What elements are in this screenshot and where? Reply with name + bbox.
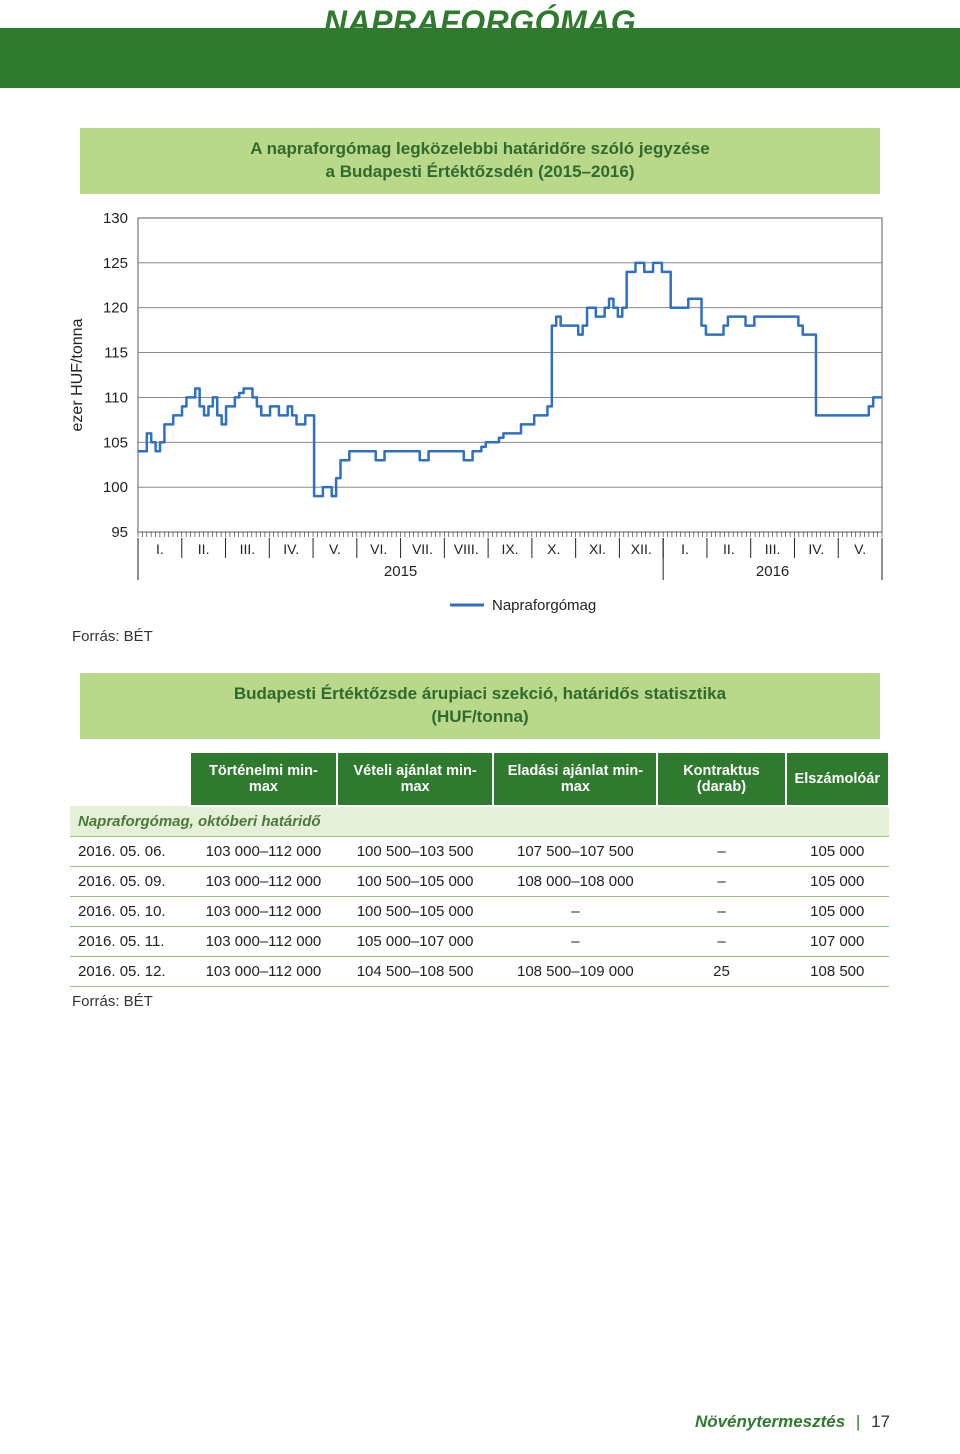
cell-hist: 103 000–112 000 [190, 956, 337, 986]
stats-col-settle: Elszámolóár [786, 752, 889, 806]
stats-col-ask: Eladási ajánlat min-max [493, 752, 657, 806]
cell-settle: 107 000 [786, 926, 889, 956]
stats-subheader-row: Napraforgómag, októberi határidő [70, 806, 889, 837]
stats-source: Forrás: BÉT [72, 993, 960, 1010]
page-title: NAPRAFORGÓMAG [0, 4, 960, 41]
cell-settle: 105 000 [786, 866, 889, 896]
svg-text:XI.: XI. [589, 541, 606, 557]
page: NAPRAFORGÓMAG A napraforgómag legközeleb… [0, 28, 960, 1454]
svg-text:VIII.: VIII. [454, 541, 479, 557]
svg-text:110: 110 [104, 389, 128, 406]
svg-text:Napraforgómag: Napraforgómag [492, 597, 596, 614]
cell-contracts: – [657, 896, 785, 926]
svg-text:VII.: VII. [412, 541, 433, 557]
cell-hist: 103 000–112 000 [190, 896, 337, 926]
svg-text:2015: 2015 [384, 563, 417, 580]
stats-header-blank [70, 752, 190, 806]
chart-source: Forrás: BÉT [72, 628, 960, 645]
svg-text:120: 120 [103, 300, 128, 317]
svg-text:IV.: IV. [283, 541, 299, 557]
svg-text:105: 105 [103, 434, 128, 451]
svg-text:115: 115 [104, 344, 128, 361]
stats-title-band: Budapesti Értéktőzsde árupiaci szekció, … [80, 673, 880, 739]
svg-text:I.: I. [681, 541, 689, 557]
cell-settle: 105 000 [786, 896, 889, 926]
cell-contracts: – [657, 866, 785, 896]
svg-text:VI.: VI. [370, 541, 387, 557]
cell-ask: – [493, 926, 657, 956]
cell-ask: 107 500–107 500 [493, 836, 657, 866]
svg-text:III.: III. [240, 541, 256, 557]
cell-date: 2016. 05. 10. [70, 896, 190, 926]
title-bar: NAPRAFORGÓMAG [0, 28, 960, 88]
cell-ask: 108 000–108 000 [493, 866, 657, 896]
stats-table: Történelmi min-max Vételi ajánlat min-ma… [70, 751, 890, 987]
cell-ask: – [493, 896, 657, 926]
footer-page-number: 17 [871, 1412, 890, 1431]
svg-text:II.: II. [198, 541, 210, 557]
stats-title-line1: Budapesti Értéktőzsde árupiaci szekció, … [234, 684, 726, 703]
chart-title-line2: a Budapesti Értéktőzsdén (2015–2016) [326, 162, 635, 181]
cell-settle: 105 000 [786, 836, 889, 866]
cell-date: 2016. 05. 11. [70, 926, 190, 956]
stats-col-bid: Vételi ajánlat min-max [337, 752, 493, 806]
stats-col-hist: Történelmi min-max [190, 752, 337, 806]
cell-bid: 105 000–107 000 [337, 926, 493, 956]
cell-bid: 104 500–108 500 [337, 956, 493, 986]
svg-text:II.: II. [723, 541, 735, 557]
chart-svg: 95 100 105 110 115 120 125 130 I. II. III. IV. V. VI.… [60, 204, 900, 624]
cell-bid: 100 500–103 500 [337, 836, 493, 866]
stats-title-line2: (HUF/tonna) [431, 707, 528, 726]
line-chart: 95 100 105 110 115 120 125 130 I. II. III. IV. V. VI.… [60, 204, 900, 624]
cell-hist: 103 000–112 000 [190, 866, 337, 896]
cell-hist: 103 000–112 000 [190, 836, 337, 866]
svg-text:100: 100 [103, 479, 128, 496]
table-row: 2016. 05. 11.103 000–112 000105 000–107 … [70, 926, 889, 956]
svg-text:ezer HUF/tonna: ezer HUF/tonna [69, 318, 86, 431]
svg-text:XII.: XII. [631, 541, 652, 557]
stats-header-row: Történelmi min-max Vételi ajánlat min-ma… [70, 752, 889, 806]
svg-text:X.: X. [547, 541, 560, 557]
cell-hist: 103 000–112 000 [190, 926, 337, 956]
svg-text:95: 95 [111, 524, 128, 541]
page-footer: Növénytermesztés | 17 [695, 1412, 890, 1432]
chart-title-band: A napraforgómag legközelebbi határidőre … [80, 128, 880, 194]
cell-contracts: 25 [657, 956, 785, 986]
footer-separator: | [856, 1412, 860, 1431]
table-row: 2016. 05. 06.103 000–112 000100 500–103 … [70, 836, 889, 866]
svg-text:I.: I. [156, 541, 164, 557]
svg-text:V.: V. [329, 541, 341, 557]
svg-text:125: 125 [103, 255, 128, 272]
cell-ask: 108 500–109 000 [493, 956, 657, 986]
table-row: 2016. 05. 10.103 000–112 000100 500–105 … [70, 896, 889, 926]
svg-text:III.: III. [765, 541, 781, 557]
svg-text:130: 130 [103, 210, 128, 227]
cell-date: 2016. 05. 12. [70, 956, 190, 986]
chart-title-line1: A napraforgómag legközelebbi határidőre … [250, 139, 709, 158]
cell-date: 2016. 05. 06. [70, 836, 190, 866]
cell-contracts: – [657, 926, 785, 956]
cell-bid: 100 500–105 000 [337, 866, 493, 896]
svg-text:2016: 2016 [756, 563, 789, 580]
stats-col-contracts: Kontraktus (darab) [657, 752, 785, 806]
svg-text:V.: V. [854, 541, 866, 557]
stats-subheader-cell: Napraforgómag, októberi határidő [70, 806, 889, 837]
cell-bid: 100 500–105 000 [337, 896, 493, 926]
table-row: 2016. 05. 09.103 000–112 000100 500–105 … [70, 866, 889, 896]
cell-contracts: – [657, 836, 785, 866]
footer-section: Növénytermesztés [695, 1412, 845, 1431]
cell-date: 2016. 05. 09. [70, 866, 190, 896]
svg-text:IX.: IX. [501, 541, 518, 557]
svg-text:IV.: IV. [808, 541, 824, 557]
table-row: 2016. 05. 12.103 000–112 000104 500–108 … [70, 956, 889, 986]
cell-settle: 108 500 [786, 956, 889, 986]
